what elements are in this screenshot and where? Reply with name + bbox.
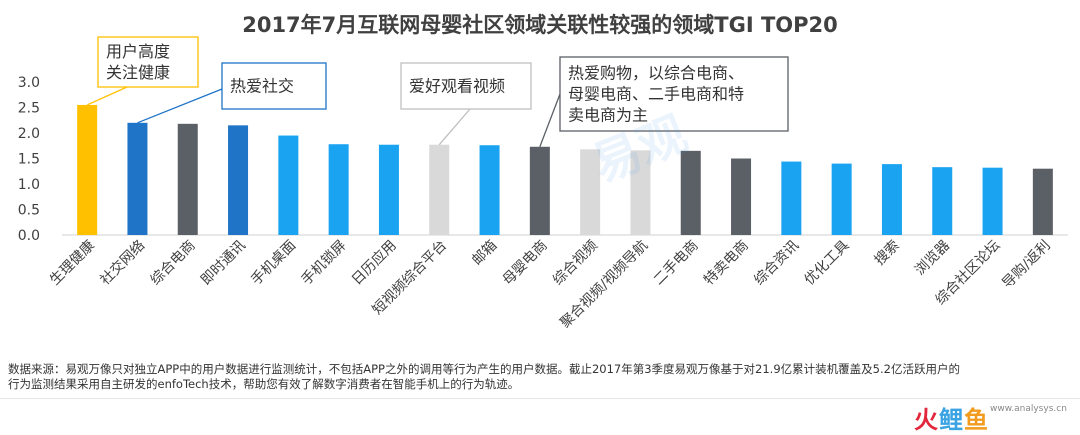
bar [731, 158, 752, 235]
bar [529, 146, 550, 235]
y-tick-label: 3.0 [18, 75, 40, 91]
annotation-text: 热爱社交 [230, 77, 294, 96]
bar [328, 144, 349, 235]
logo-char-1: 火 [914, 406, 939, 434]
bar [429, 144, 450, 235]
site-url: www.analysys.cn [990, 404, 1067, 414]
bar [580, 149, 601, 235]
bar [932, 167, 953, 235]
annotation-leader-line [137, 88, 223, 124]
x-tick-label: 二手电商 [651, 238, 702, 289]
annotation-text: 母婴电商、二手电商和特 [568, 85, 744, 104]
bar [378, 144, 399, 235]
x-tick-label: 综合电商 [148, 238, 199, 289]
bar [1032, 168, 1053, 235]
x-tick-label: 综合视频 [550, 238, 601, 289]
annotation-text: 爱好观看视频 [409, 77, 505, 96]
brand-logo: 火鲤鱼 [914, 400, 989, 435]
data-source-note: 数据来源：易观万像只对独立APP中的用户数据进行监测统计，不包括APP之外的调用… [8, 362, 1070, 392]
x-tick-label: 综合资讯 [751, 238, 802, 289]
annotation-box [221, 62, 327, 110]
x-tick-label: 生理健康 [46, 237, 98, 289]
bar [278, 135, 299, 235]
x-tick-label: 社交网络 [97, 237, 149, 289]
y-tick-label: 2.0 [18, 126, 40, 142]
x-tick-label: 搜索 [871, 237, 903, 269]
x-tick-label: 即时通讯 [198, 238, 249, 289]
x-tick-label: 聚合视频/视频导航 [557, 238, 651, 332]
x-tick-label: 邮箱 [469, 238, 500, 269]
x-tick-label: 优化工具 [802, 238, 853, 289]
bars-group [77, 104, 1053, 235]
annotation-leader-line [539, 93, 561, 148]
annotation-box [559, 56, 789, 132]
chart-title: 2017年7月互联网母婴社区领域关联性较强的领域TGI TOP20 [242, 13, 838, 37]
annotation-text: 用户高度 [106, 42, 170, 61]
logo-char-3: 鱼 [964, 406, 989, 434]
y-tick-label: 1.5 [18, 152, 40, 168]
y-axis: 0.0 0.5 1.0 1.5 2.0 2.5 3.0 [18, 75, 40, 244]
bar [77, 104, 98, 235]
bar [680, 150, 701, 235]
bar [630, 150, 651, 235]
x-tick-label: 手机锁屏 [299, 238, 350, 289]
y-tick-label: 0.0 [18, 228, 40, 244]
footer-divider [0, 398, 1080, 399]
annotation-box [400, 62, 532, 110]
y-tick-label: 1.0 [18, 177, 40, 193]
annotation-leader-line [438, 108, 471, 146]
annotation-box [97, 36, 199, 88]
x-tick-label: 手机桌面 [248, 238, 299, 289]
bar [479, 145, 500, 235]
x-tick-label: 日历应用 [348, 237, 400, 289]
bar [781, 161, 802, 235]
annotation-leader-line [86, 86, 128, 106]
bar [177, 123, 198, 235]
x-tick-label: 浏览器 [912, 238, 953, 279]
x-tick-label: 母婴电商 [500, 238, 551, 289]
x-tick-label: 特卖电商 [701, 238, 752, 289]
footer-line-1: 数据来源：易观万像只对独立APP中的用户数据进行监测统计，不包括APP之外的调用… [8, 362, 960, 376]
y-tick-label: 2.5 [18, 101, 40, 117]
y-tick-label: 0.5 [18, 203, 40, 219]
footer-line-2: 行为监测结果采用自主研发的enfoTech技术，帮助您有效了解数字消费者在智能手… [8, 377, 520, 391]
bar [881, 164, 902, 235]
tgi-bar-chart: 2017年7月互联网母婴社区领域关联性较强的领域TGI TOP20 0.0 0.5… [18, 13, 1068, 332]
bar [831, 163, 852, 235]
bar [982, 167, 1003, 235]
bar [228, 125, 249, 235]
annotation-text: 关注健康 [106, 63, 170, 82]
logo-char-2: 鲤 [939, 406, 964, 434]
annotation-text: 热爱购物，以综合电商、 [568, 64, 744, 83]
bar [127, 122, 148, 235]
x-tick-label: 导购/返利 [999, 238, 1053, 292]
annotation-text: 卖电商为主 [568, 106, 648, 125]
